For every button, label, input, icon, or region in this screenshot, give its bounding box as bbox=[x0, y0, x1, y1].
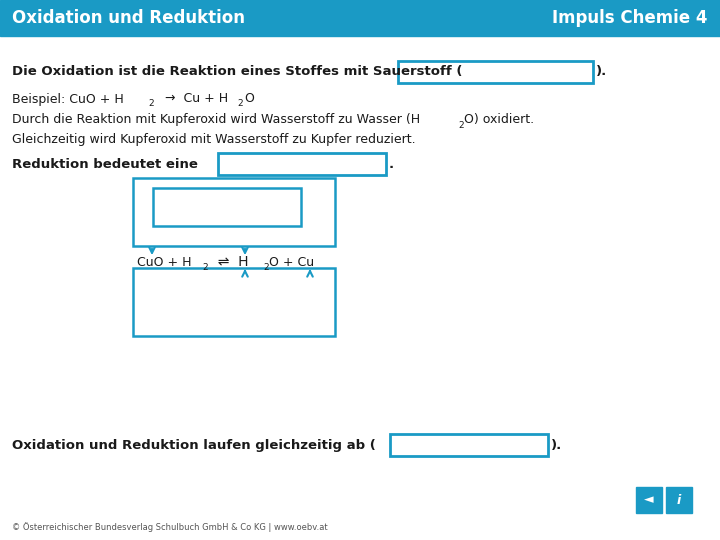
Bar bbox=[218, 153, 386, 175]
Bar bbox=[390, 434, 548, 456]
Text: ).: ). bbox=[551, 438, 562, 451]
Text: →  Cu + H: → Cu + H bbox=[157, 92, 228, 105]
Text: 2: 2 bbox=[458, 120, 464, 130]
Bar bbox=[0, 0, 720, 36]
Bar bbox=[636, 487, 662, 513]
Text: Impuls Chemie 4: Impuls Chemie 4 bbox=[552, 9, 708, 27]
Text: 2: 2 bbox=[148, 99, 153, 109]
Text: CuO + H: CuO + H bbox=[137, 255, 192, 268]
Text: Durch die Reaktion mit Kupferoxid wird Wasserstoff zu Wasser (H: Durch die Reaktion mit Kupferoxid wird W… bbox=[12, 113, 420, 126]
Text: Oxidation und Reduktion: Oxidation und Reduktion bbox=[12, 9, 245, 27]
Text: ◄: ◄ bbox=[644, 494, 654, 507]
Text: Gleichzeitig wird Kupferoxid mit Wasserstoff zu Kupfer reduziert.: Gleichzeitig wird Kupferoxid mit Wassers… bbox=[12, 133, 415, 146]
Bar bbox=[153, 188, 301, 226]
Bar bbox=[666, 487, 692, 513]
Text: 2: 2 bbox=[263, 262, 269, 272]
Text: 2: 2 bbox=[237, 99, 243, 109]
Text: Reduktion bedeutet eine: Reduktion bedeutet eine bbox=[12, 158, 202, 171]
Text: © Österreichischer Bundesverlag Schulbuch GmbH & Co KG | www.oebv.at: © Österreichischer Bundesverlag Schulbuc… bbox=[12, 522, 328, 532]
Text: i: i bbox=[677, 494, 681, 507]
Text: ⇌  H: ⇌ H bbox=[209, 255, 248, 269]
Bar bbox=[153, 275, 301, 313]
Text: O + Cu: O + Cu bbox=[269, 255, 314, 268]
Text: 2: 2 bbox=[202, 262, 207, 272]
Text: O: O bbox=[244, 92, 254, 105]
Text: Beispiel: CuO + H: Beispiel: CuO + H bbox=[12, 92, 124, 105]
Text: ).: ). bbox=[596, 65, 607, 78]
Bar bbox=[398, 61, 593, 83]
Text: Die Oxidation ist die Reaktion eines Stoffes mit Sauerstoff (: Die Oxidation ist die Reaktion eines Sto… bbox=[12, 65, 462, 78]
Text: O) oxidiert.: O) oxidiert. bbox=[464, 113, 534, 126]
Bar bbox=[133, 268, 335, 336]
Text: .: . bbox=[389, 158, 394, 171]
Text: Oxidation und Reduktion laufen gleichzeitig ab (: Oxidation und Reduktion laufen gleichzei… bbox=[12, 438, 376, 451]
Bar bbox=[133, 178, 335, 246]
